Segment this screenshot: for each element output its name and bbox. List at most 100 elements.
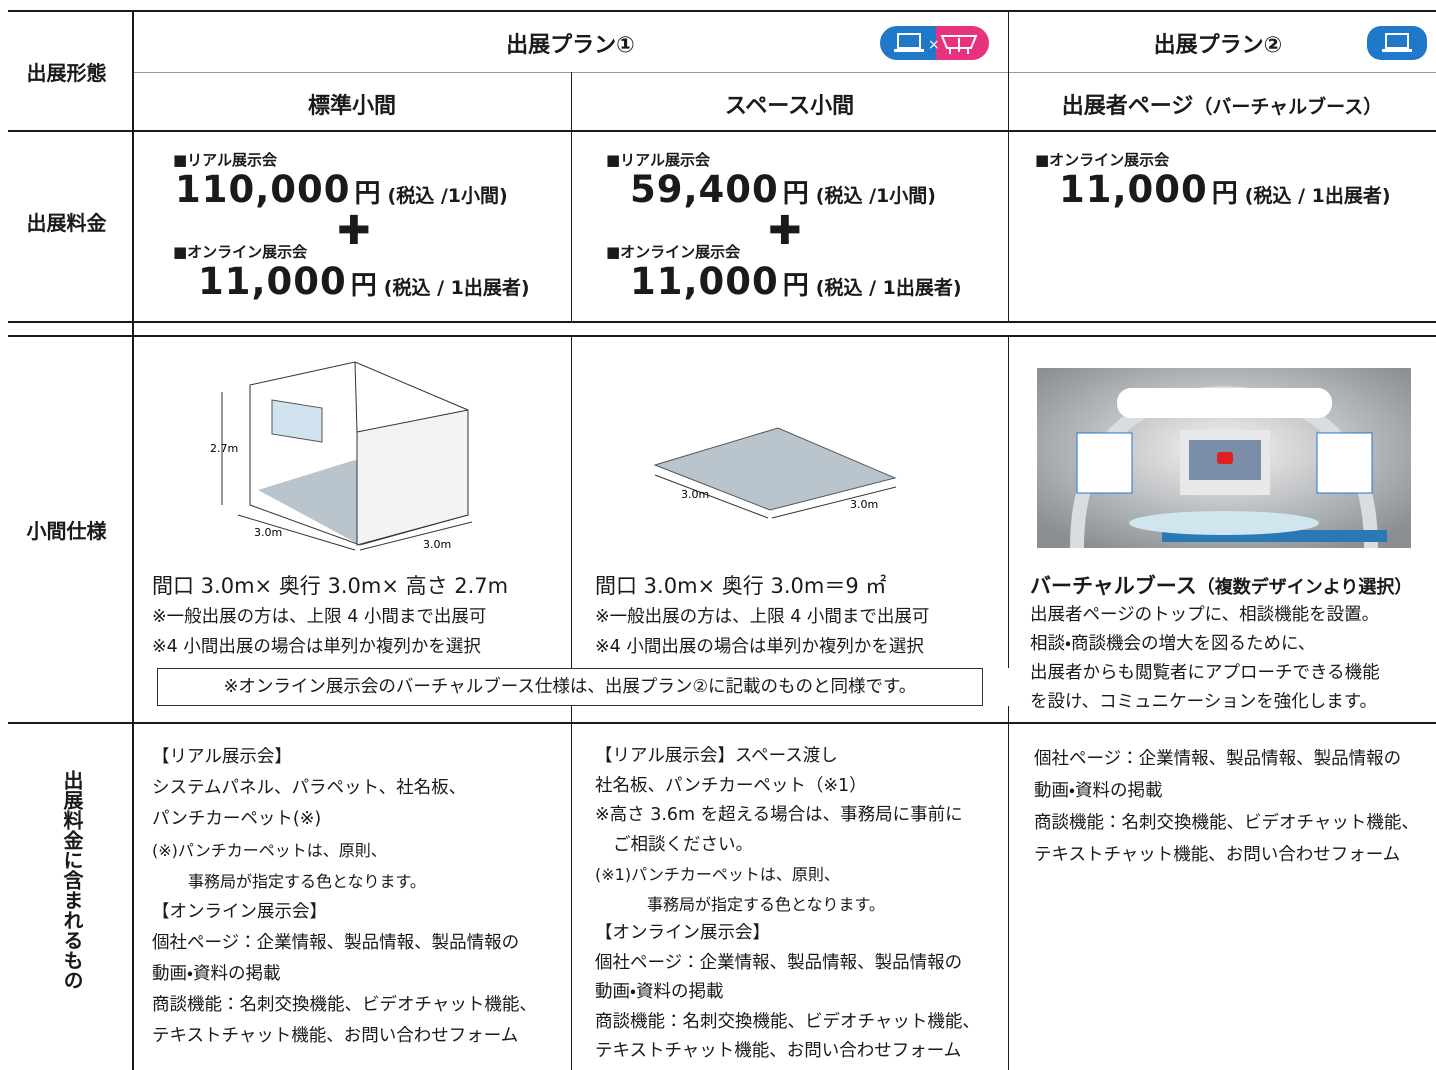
included-line: 個社ページ：企業情報、製品情報、製品情報の [152,933,520,953]
included-line: ご相談ください。 [613,834,753,855]
price: 59,400 円 (税込 /1小間) [630,168,936,211]
spec-note: を設け、コミュニケーションを強化します。 [1030,692,1378,712]
spec-title-note: （複数デザインより選択） [1196,577,1413,598]
row-label: 出展料金 [26,211,107,235]
spec-title: 間口 3.0m× 奥行 3.0m× 高さ 2.7m [152,574,509,598]
spec-note: ※4 小間出展の場合は単列か複列かを選択 [152,637,481,657]
price-note: (税込 /1小間) [815,185,936,207]
price-note: (税込 / 1出展者) [815,277,962,299]
price: 110,000 円 (税込 /1小間) [175,168,508,211]
rule [571,72,572,322]
price-note: (税込 /1小間) [387,185,508,207]
spec-note: ※一般出展の方は、上限 4 小間まで出展可 [595,607,930,627]
included-line: 商談機能：名刺交換機能、ビデオチャット機能、 [152,995,537,1015]
row-label: 出展形態 [26,61,107,85]
rule [8,10,1436,12]
included-list: 個社ページ：企業情報、製品情報、製品情報の 動画・資料の掲載 商談機能：名刺交換… [1034,743,1419,871]
rule [571,706,572,723]
price: 11,000 円 (税込 / 1出展者) [630,260,962,303]
price-unit: 円 [1211,179,1239,209]
fee-label: ■リアル展示会 [173,151,278,169]
included-line: 動画・資料の掲載 [595,982,724,1002]
rule [571,723,572,1070]
plus-icon: ✚ [768,208,802,254]
fee-label: ■オンライン展示会 [1035,151,1170,169]
price-unit: 円 [782,179,810,209]
row-label: 小間仕様 [26,519,107,543]
price-value: 11,000 [630,260,779,303]
column-title: スペース小間 [724,94,855,119]
rule [132,10,134,1070]
column-title: 出展者ページ [1061,94,1194,119]
dimension-label: 3.0m [850,498,878,511]
device-icon: × [880,26,989,60]
included-line: テキストチャット機能、お問い合わせフォーム [152,1026,519,1046]
spec-note: 相談・商談機会の増大を図るために、 [1030,634,1316,654]
price-value: 110,000 [175,168,351,211]
column-title: 標準小間 [307,94,396,119]
included-line: 【リアル展示会】スペース渡し [595,746,838,766]
included-line: 商談機能：名刺交換機能、ビデオチャット機能、 [1034,813,1419,833]
rule [8,321,1436,323]
included-list: 【リアル展示会】 システムパネル、パラペット、社名板、 パンチカーペット(※) … [152,742,537,1052]
price-unit: 円 [350,271,378,301]
included-line: 個社ページ：企業情報、製品情報、製品情報の [1034,749,1402,769]
dimension-label: 3.0m [681,488,709,501]
rule [8,335,1436,337]
rule [8,130,1436,132]
rule [1008,336,1009,668]
included-line: システムパネル、パラペット、社名板、 [152,778,467,798]
plan-title: 出展プラン① [506,33,635,58]
price-note: (税込 / 1出展者) [383,277,530,299]
price-value: 11,000 [198,260,347,303]
column-note: （バーチャルブース） [1193,96,1383,118]
included-line: 個社ページ：企業情報、製品情報、製品情報の [595,952,963,973]
dimension-label: 3.0m [423,538,451,551]
included-line: テキストチャット機能、お問い合わせフォーム [1034,845,1401,865]
row-label: 出展料金に含まれるもの [60,770,84,990]
spec-note: ※4 小間出展の場合は単列か複列かを選択 [595,637,924,657]
fee-label: ■オンライン展示会 [173,243,308,261]
included-line: パンチカーペット(※) [152,809,322,829]
column-title: 出展者ページ（バーチャルブース） [1008,88,1436,120]
dimension-label: 2.7m [210,442,238,455]
spec-note: ※一般出展の方は、上限 4 小間まで出展可 [152,607,487,627]
price-note: (税込 / 1出展者) [1244,185,1391,207]
included-line: (※)パンチカーペットは、原則、 [152,841,387,860]
included-line: 動画・資料の掲載 [152,964,281,984]
virtual-booth-image [1037,368,1411,548]
price-unit: 円 [782,271,810,301]
included-line: 事務局が指定する色となります。 [647,894,885,914]
plus-icon: ✚ [337,208,371,254]
spec-title: バーチャルブース [1030,574,1197,598]
dimension-label: 3.0m [254,526,282,539]
included-list: 【リアル展示会】スペース渡し 社名板、パンチカーペット（※1） ※高さ 3.6m… [595,742,980,1067]
price-value: 59,400 [630,168,779,211]
included-line: 商談機能：名刺交換機能、ビデオチャット機能、 [595,1011,980,1032]
included-line: ※高さ 3.6m を超える場合は、事務局に事前に [595,805,963,825]
plan-title: 出展プラン② [1153,33,1283,58]
fee-label: ■リアル展示会 [606,151,711,169]
price: 11,000 円 (税込 / 1出展者) [1059,168,1391,211]
price: 11,000 円 (税込 / 1出展者) [198,260,530,303]
rule [8,722,1436,724]
included-line: 【オンライン展示会】 [152,902,327,922]
rule [571,336,572,668]
included-line: 事務局が指定する色となります。 [188,872,426,891]
rule [133,72,1436,73]
spec-title: バーチャルブース（複数デザインより選択） [1030,570,1412,600]
included-line: テキストチャット機能、お問い合わせフォーム [595,1041,962,1061]
spec-note: 出展者からも閲覧者にアプローチできる機能 [1030,663,1380,683]
price-value: 11,000 [1059,168,1208,211]
rule [1008,706,1009,1070]
note-box: ※オンライン展示会のバーチャルブース仕様は、出展プラン②に記載のものと同様です。 [157,668,983,706]
included-line: 【リアル展示会】 [152,747,292,767]
included-line: 社名板、パンチカーペット（※1） [595,775,867,796]
svg-text:×: × [928,37,940,53]
included-line: 【オンライン展示会】 [595,923,770,943]
spec-title: 間口 3.0m× 奥行 3.0m＝9 ㎡ [595,574,887,598]
booth-diagram: 2.7m 3.0m 3.0m [210,361,473,551]
space-diagram: 3.0m 3.0m [653,427,897,519]
included-line: (※1)パンチカーペットは、原則、 [595,865,840,884]
